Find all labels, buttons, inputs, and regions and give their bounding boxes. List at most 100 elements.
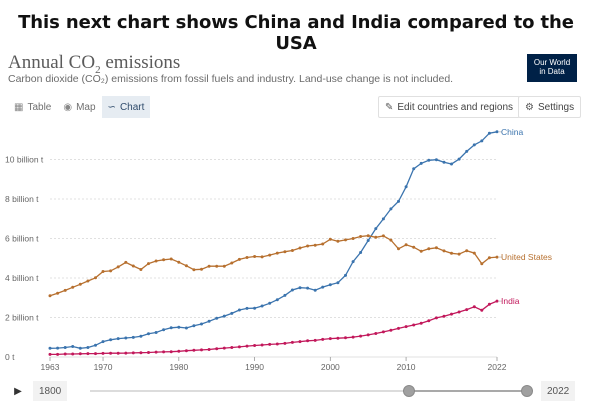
data-point-united-states xyxy=(222,264,226,268)
line-chart-icon: ∽ xyxy=(107,101,116,113)
data-point-china xyxy=(306,286,310,290)
data-point-united-states xyxy=(101,270,105,273)
data-point-united-states xyxy=(131,264,135,268)
line-chart: 0 t 2 billion t 4 billion t 6 billion t 8 bi… xyxy=(5,127,552,372)
data-point-united-states xyxy=(434,246,438,250)
data-point-china xyxy=(275,298,279,302)
x-tick-label: 2000 xyxy=(321,362,340,372)
data-point-india xyxy=(419,321,423,325)
logo-line-2: in Data xyxy=(539,67,565,76)
data-point-india xyxy=(321,337,325,341)
data-point-united-states xyxy=(86,279,90,283)
slide-headline: This next chart shows China and India co… xyxy=(18,12,574,54)
data-point-india xyxy=(48,352,52,356)
owid-logo[interactable]: Our World in Data xyxy=(527,54,577,82)
settings-button[interactable]: ⚙ Settings xyxy=(518,96,582,118)
chart-title-rest: emissions xyxy=(100,52,181,73)
data-point-united-states xyxy=(313,243,317,247)
tab-table[interactable]: ▦ Table xyxy=(8,96,57,118)
data-point-china xyxy=(359,251,363,254)
data-point-china xyxy=(162,328,166,332)
data-point-china xyxy=(237,308,241,312)
tab-map-label: Map xyxy=(76,101,96,113)
data-point-china xyxy=(94,343,97,347)
data-point-china xyxy=(419,161,423,165)
data-point-united-states xyxy=(374,235,378,239)
logo-line-1: Our World xyxy=(533,58,571,67)
data-point-united-states xyxy=(472,251,476,255)
data-point-united-states xyxy=(177,260,181,264)
play-button[interactable]: ▶ xyxy=(14,385,22,397)
data-point-united-states xyxy=(48,294,52,298)
data-point-china xyxy=(147,332,150,336)
data-point-united-states xyxy=(184,264,188,268)
data-point-united-states xyxy=(366,234,370,238)
timeline: ▶ 1800 2022 xyxy=(0,376,592,406)
data-point-united-states xyxy=(245,256,249,259)
data-point-india xyxy=(63,352,67,356)
data-point-united-states xyxy=(139,268,143,271)
tab-table-label: Table xyxy=(27,101,52,113)
data-point-china xyxy=(109,338,113,342)
data-point-china xyxy=(290,288,294,292)
chart-title: Annual CO2 emissions xyxy=(8,52,180,76)
data-point-china xyxy=(154,331,158,334)
data-point-united-states xyxy=(344,238,347,242)
data-point-china xyxy=(260,304,264,308)
data-point-china xyxy=(313,288,317,292)
data-point-united-states xyxy=(351,237,355,240)
data-point-united-states xyxy=(215,264,219,268)
data-point-united-states xyxy=(169,257,173,261)
edit-countries-button[interactable]: ✎ Edit countries and regions xyxy=(378,96,521,118)
data-point-india xyxy=(245,344,249,348)
chart-title-main: Annual CO xyxy=(8,52,96,73)
tab-chart[interactable]: ∽ Chart xyxy=(101,96,151,118)
data-point-india xyxy=(222,346,226,350)
data-point-china xyxy=(328,283,332,287)
x-tick-label: 1963 xyxy=(41,362,60,372)
data-point-china xyxy=(404,185,408,189)
data-point-united-states xyxy=(253,255,257,258)
data-point-china xyxy=(366,239,370,242)
data-point-india xyxy=(71,352,75,356)
data-point-china xyxy=(450,162,453,166)
data-point-china xyxy=(192,324,196,328)
data-point-india xyxy=(237,345,241,349)
tab-map[interactable]: ◉ Map xyxy=(57,96,101,118)
timeline-start-year[interactable]: 1800 xyxy=(33,381,68,401)
data-point-united-states xyxy=(237,257,241,261)
data-point-united-states xyxy=(116,265,120,269)
data-point-united-states xyxy=(207,264,211,268)
y-tick-label: 8 billion t xyxy=(5,194,39,204)
data-point-china xyxy=(487,131,491,135)
data-point-united-states xyxy=(56,291,60,295)
data-point-india xyxy=(169,350,173,354)
data-point-india xyxy=(427,319,431,323)
data-point-india xyxy=(139,351,143,355)
data-point-china xyxy=(374,227,378,231)
data-point-united-states xyxy=(275,251,279,255)
data-point-india xyxy=(397,326,400,330)
data-point-india xyxy=(359,334,363,338)
data-point-china xyxy=(465,149,469,153)
series-label-united-states: United States xyxy=(501,252,552,262)
data-point-india xyxy=(442,314,446,318)
data-point-china xyxy=(86,346,90,349)
data-point-china xyxy=(116,337,120,341)
data-point-china xyxy=(283,293,287,297)
series-label-india: India xyxy=(501,296,520,306)
data-point-united-states xyxy=(495,255,499,259)
timeline-track[interactable] xyxy=(90,390,530,392)
data-point-united-states xyxy=(397,247,400,251)
timeline-end-year[interactable]: 2022 xyxy=(541,381,576,401)
data-point-china xyxy=(48,346,52,350)
data-point-china xyxy=(184,326,188,330)
data-point-china xyxy=(63,346,67,349)
timeline-start-handle[interactable] xyxy=(403,385,415,397)
data-point-india xyxy=(147,351,150,354)
data-point-india xyxy=(101,351,105,355)
data-point-india xyxy=(215,347,219,351)
data-point-united-states xyxy=(404,243,408,247)
data-point-united-states xyxy=(336,239,340,243)
timeline-end-handle[interactable] xyxy=(521,385,533,397)
